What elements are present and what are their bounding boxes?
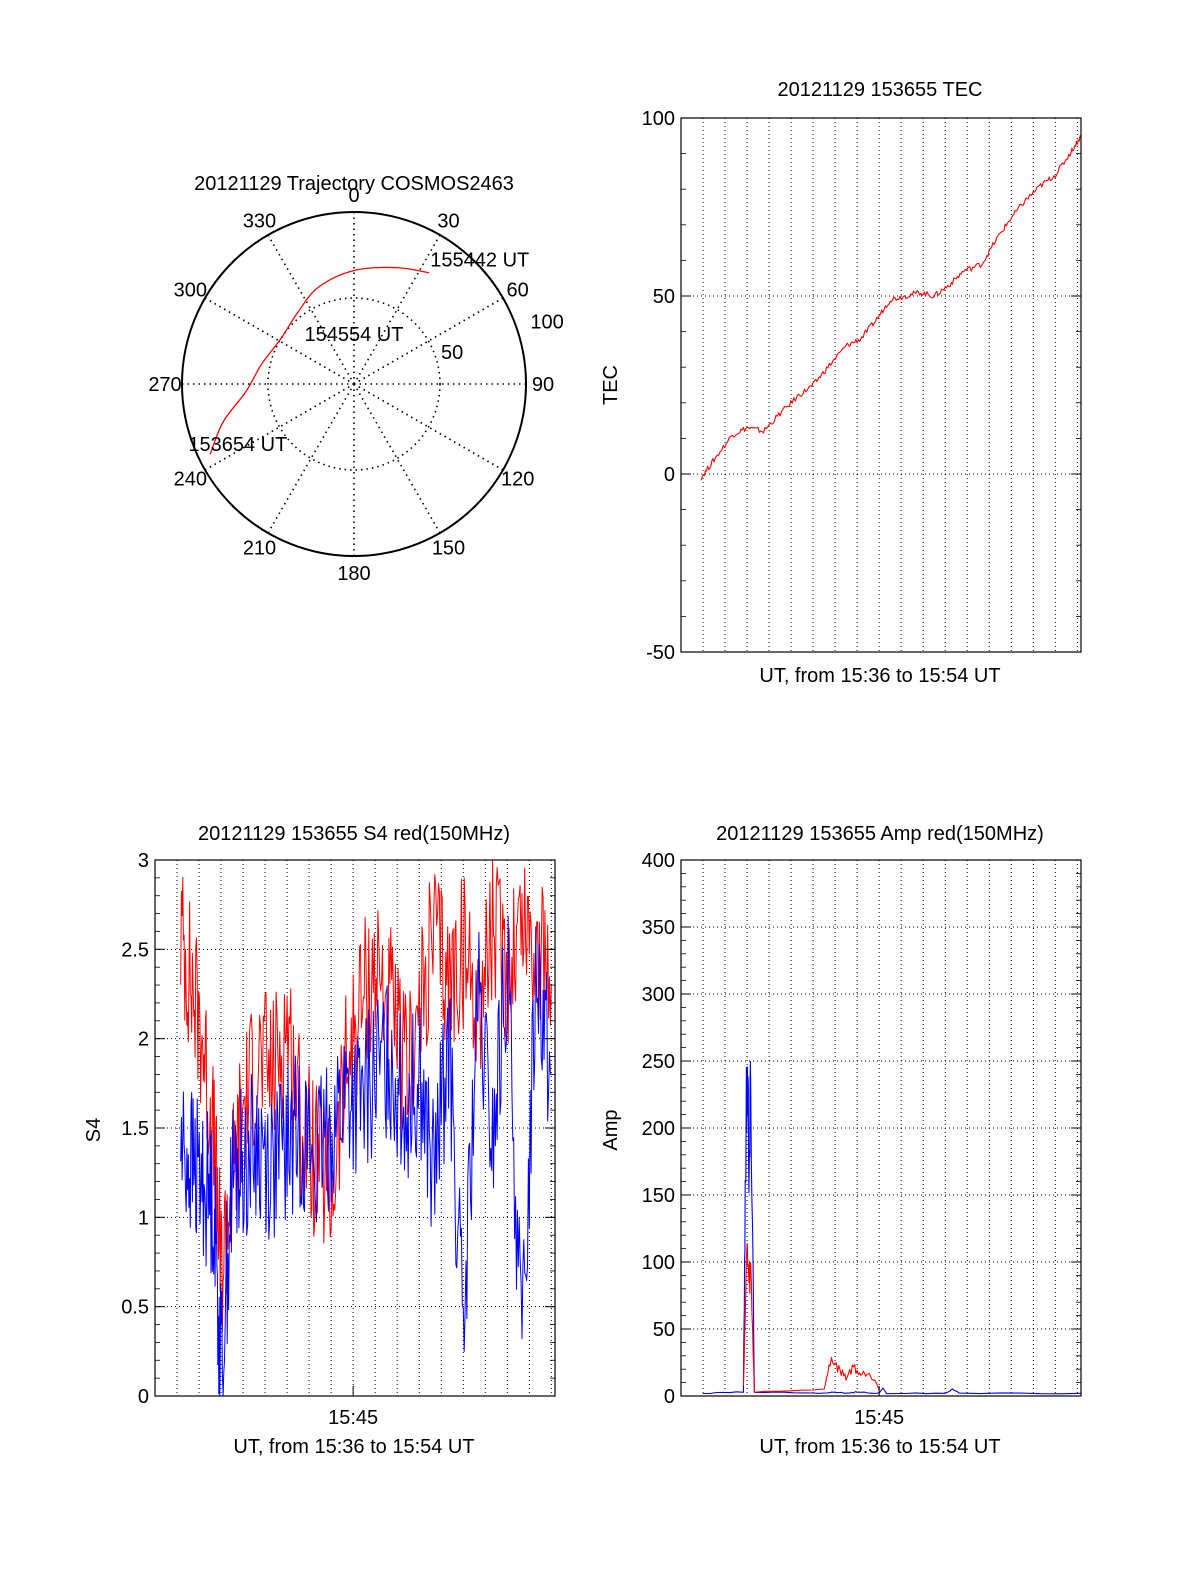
y-tick-label: 0 (664, 464, 675, 486)
polar-title: 20121129 Trajectory COSMOS2463 (194, 173, 514, 195)
polar-trajectory-chart: 20121129 Trajectory COSMOS2463 0 30 60 90 12… (148, 173, 563, 585)
polar-angle-label: 240 (174, 469, 207, 491)
polar-spoke (267, 234, 355, 385)
polar-angle-label: 150 (432, 538, 465, 560)
x-tick-label: 15:45 (328, 1407, 378, 1429)
polar-spoke (353, 383, 441, 534)
y-tick-label: 50 (653, 1319, 675, 1341)
y-tick-label: 1.5 (121, 1118, 149, 1140)
polar-annotation: 154554 UT (305, 324, 404, 346)
series-line (180, 860, 552, 1333)
amp-title: 20121129 153655 Amp red(150MHz) (716, 823, 1044, 845)
polar-angle-label: 0 (348, 185, 359, 207)
series-line (700, 135, 1081, 481)
y-tick-label: 350 (642, 917, 675, 939)
y-tick-label: 150 (642, 1185, 675, 1207)
y-tick-label: 0 (664, 1386, 675, 1408)
y-tick-label: 2.5 (121, 939, 149, 961)
s4-ylabel: S4 (83, 1118, 105, 1142)
plot-frame (680, 117, 1082, 653)
s4-chart: 20121129 153655 S4 red(150MHz) S4 UT, fr… (83, 823, 556, 1458)
amp-xlabel: UT, from 15:36 to 15:54 UT (759, 1436, 1000, 1458)
polar-radial-labels: 50 100 (441, 311, 564, 364)
polar-angle-label: 120 (501, 469, 534, 491)
polar-spoke (204, 297, 355, 385)
polar-angle-label: 210 (243, 538, 276, 560)
series-line (180, 916, 552, 1397)
y-ticks: 0 50 100 150 200 250 300 350 400 (642, 850, 1081, 1408)
x-ticks: 15:45 (328, 1386, 378, 1429)
polar-grid (181, 211, 527, 557)
polar-spoke (353, 383, 504, 471)
series-line (703, 1060, 1082, 1395)
polar-spoke (267, 383, 355, 534)
polar-annotation: 153654 UT (188, 434, 287, 456)
y-tick-label: 100 (642, 108, 675, 130)
polar-angle-label: 270 (148, 374, 181, 396)
y-tick-label: 1 (138, 1207, 149, 1229)
polar-spoke (353, 234, 441, 385)
x-tick-label: 15:45 (854, 1407, 904, 1429)
polar-radial-label: 100 (530, 311, 563, 333)
polar-radial-label: 50 (441, 342, 463, 364)
y-tick-label: 200 (642, 1118, 675, 1140)
tec-xlabel: UT, from 15:36 to 15:54 UT (759, 665, 1000, 687)
y-ticks: 0 0.5 1 1.5 2 2.5 3 (121, 850, 555, 1408)
y-tick-label: 0.5 (121, 1297, 149, 1319)
y-ticks: -50 0 50 100 (642, 108, 1081, 664)
polar-series (209, 266, 430, 455)
s4-title: 20121129 153655 S4 red(150MHz) (198, 823, 510, 845)
series-line (742, 1243, 880, 1393)
amp-chart: 20121129 153655 Amp red(150MHz) Amp UT, … (600, 823, 1082, 1458)
y-tick-label: -50 (646, 642, 675, 664)
series-group (703, 1060, 1082, 1395)
polar-angle-label: 30 (437, 210, 459, 232)
tec-ylabel: TEC (600, 365, 622, 405)
y-tick-label: 50 (653, 286, 675, 308)
polar-inner-circle (267, 297, 441, 471)
amp-ylabel: Amp (600, 1109, 622, 1150)
y-tick-label: 400 (642, 850, 675, 872)
polar-spoke (353, 297, 504, 385)
polar-trajectory-line (209, 266, 430, 455)
polar-angle-label: 330 (243, 210, 276, 232)
y-tick-label: 0 (138, 1386, 149, 1408)
polar-angle-label: 60 (507, 280, 529, 302)
x-ticks: 15:45 (854, 1386, 904, 1429)
polar-angle-label: 300 (174, 280, 207, 302)
polar-angle-labels: 0 30 60 90 120 150 180 210 240 270 300 330 (148, 185, 554, 585)
polar-annotations: 153654 UT 154554 UT 155442 UT (188, 250, 529, 456)
series-group (700, 135, 1081, 481)
series-group (180, 860, 552, 1397)
y-tick-label: 100 (642, 1252, 675, 1274)
tec-chart: 20121129 153655 TEC TEC UT, from 15:36 t… (600, 79, 1082, 687)
y-tick-label: 250 (642, 1051, 675, 1073)
polar-angle-label: 90 (532, 374, 554, 396)
grid (681, 860, 1081, 1396)
y-tick-label: 3 (138, 850, 149, 872)
grid (681, 118, 1081, 652)
s4-xlabel: UT, from 15:36 to 15:54 UT (233, 1436, 474, 1458)
y-tick-label: 2 (138, 1029, 149, 1051)
tec-title: 20121129 153655 TEC (778, 79, 983, 101)
y-tick-label: 300 (642, 984, 675, 1006)
polar-spoke (204, 383, 355, 471)
polar-angle-label: 180 (337, 563, 370, 585)
polar-annotation: 155442 UT (430, 250, 529, 272)
